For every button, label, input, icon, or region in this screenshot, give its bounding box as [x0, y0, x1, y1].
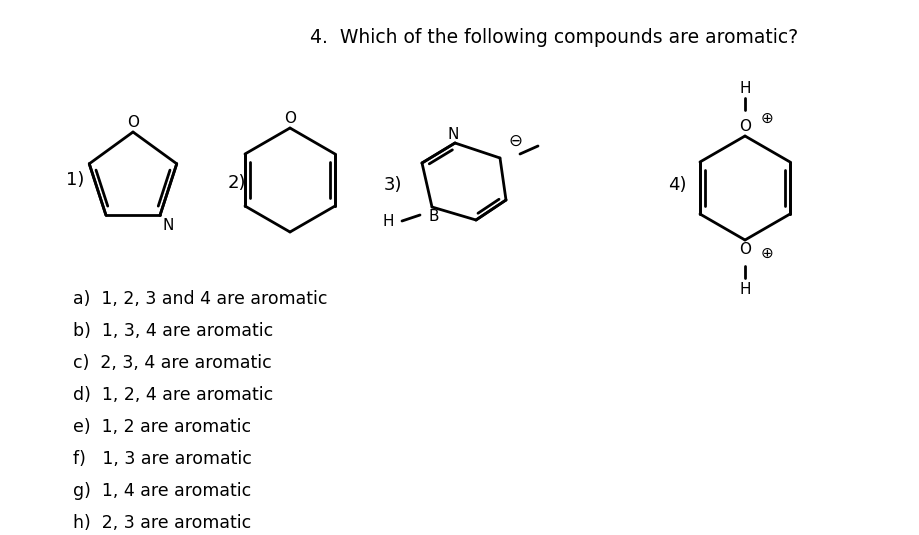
Text: O: O — [127, 115, 139, 130]
Text: H: H — [382, 213, 394, 228]
Text: N: N — [162, 218, 174, 233]
Text: c)  2, 3, 4 are aromatic: c) 2, 3, 4 are aromatic — [73, 354, 272, 372]
Text: e)  1, 2 are aromatic: e) 1, 2 are aromatic — [73, 418, 251, 436]
Text: a)  1, 2, 3 and 4 are aromatic: a) 1, 2, 3 and 4 are aromatic — [73, 290, 327, 308]
Text: ⊕: ⊕ — [761, 246, 774, 261]
Text: h)  2, 3 are aromatic: h) 2, 3 are aromatic — [73, 514, 251, 532]
Text: 3): 3) — [384, 176, 403, 194]
Text: d)  1, 2, 4 are aromatic: d) 1, 2, 4 are aromatic — [73, 386, 273, 404]
Text: O: O — [284, 111, 296, 126]
Text: b)  1, 3, 4 are aromatic: b) 1, 3, 4 are aromatic — [73, 322, 273, 340]
Text: N: N — [448, 127, 459, 142]
Text: 4): 4) — [668, 176, 686, 194]
Text: O: O — [739, 119, 751, 134]
Text: g)  1, 4 are aromatic: g) 1, 4 are aromatic — [73, 482, 251, 500]
Text: ⊖: ⊖ — [508, 132, 522, 150]
Text: O: O — [739, 242, 751, 257]
Text: H: H — [739, 282, 751, 297]
Text: f)   1, 3 are aromatic: f) 1, 3 are aromatic — [73, 450, 252, 468]
Text: ⊕: ⊕ — [761, 111, 774, 126]
Text: 4.  Which of the following compounds are aromatic?: 4. Which of the following compounds are … — [310, 28, 798, 47]
Text: 1): 1) — [66, 171, 85, 189]
Text: 2): 2) — [228, 174, 246, 192]
Text: H: H — [739, 81, 751, 96]
Text: B: B — [429, 209, 439, 224]
